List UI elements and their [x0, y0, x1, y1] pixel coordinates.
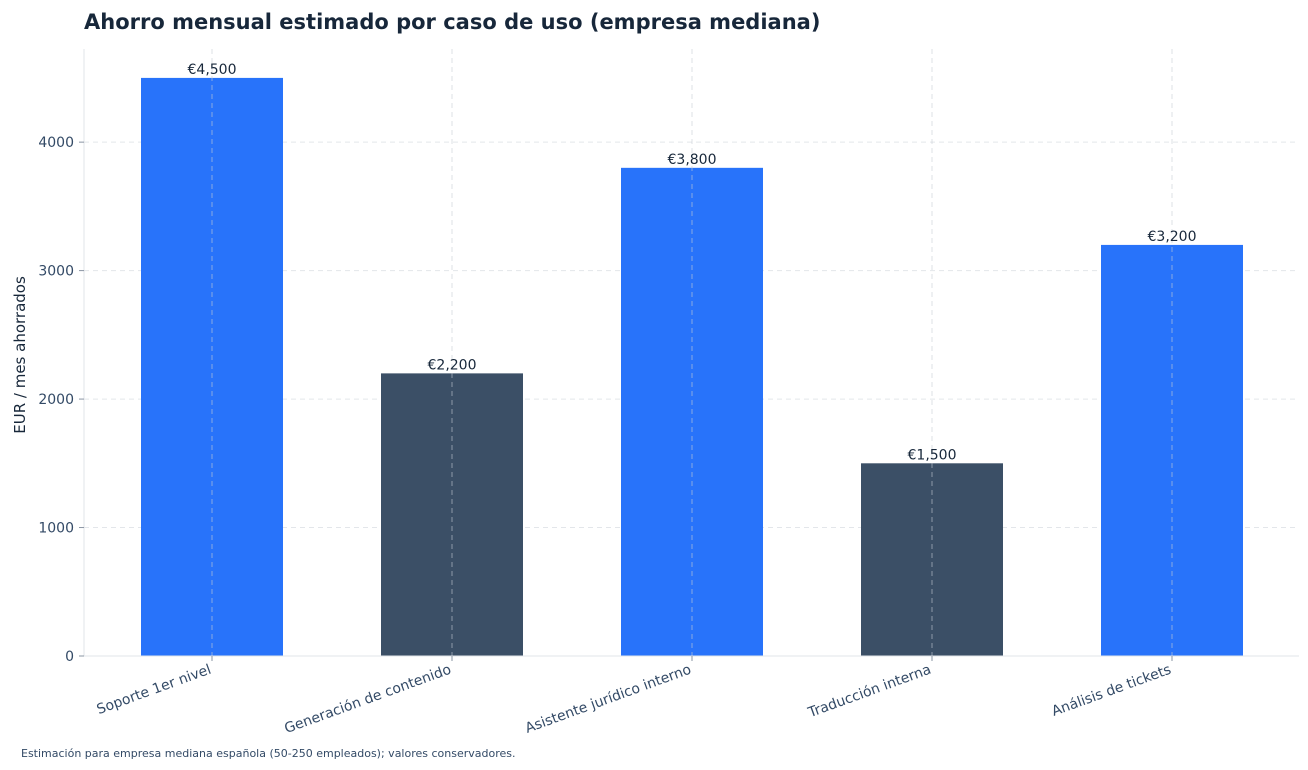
- y-ticks: 0 1000 2000 3000 4000: [38, 135, 84, 665]
- data-label-3: €1,500: [908, 447, 957, 463]
- footnote: Estimación para empresa mediana española…: [21, 747, 516, 760]
- y-tick-label-1: 1000: [38, 521, 74, 537]
- bar-4: [1101, 244, 1243, 657]
- y-tick-label-0: 0: [65, 649, 74, 665]
- x-tick-label-0: Soporte 1er nivel: [95, 662, 214, 718]
- data-label-4: €3,200: [1148, 229, 1197, 245]
- y-tick-label-2: 2000: [38, 392, 74, 408]
- data-label-2: €3,800: [668, 152, 717, 168]
- x-ticks: Soporte 1er nivel Generación de contenido…: [95, 656, 1174, 737]
- chart-title: Ahorro mensual estimado por caso de uso …: [84, 10, 820, 34]
- x-tick-label-3: Traducción interna: [805, 662, 933, 722]
- x-tick-label-2: Asistente jurídico interno: [523, 662, 693, 737]
- y-tick-label-3: 3000: [38, 264, 74, 280]
- y-axis-label: EUR / mes ahorrados: [11, 276, 29, 434]
- data-label-0: €4,500: [188, 62, 237, 78]
- bar-3: [861, 463, 1003, 656]
- x-tick-label-4: Análisis de tickets: [1050, 662, 1174, 720]
- vertical-grid-lines: [211, 49, 1173, 656]
- data-labels: €4,500 €2,200 €3,800 €1,500 €3,200: [188, 62, 1197, 463]
- x-tick-label-1: Generación de contenido: [282, 662, 453, 737]
- bar-1: [381, 373, 523, 656]
- data-label-1: €2,200: [428, 357, 477, 373]
- y-tick-label-4: 4000: [38, 135, 74, 151]
